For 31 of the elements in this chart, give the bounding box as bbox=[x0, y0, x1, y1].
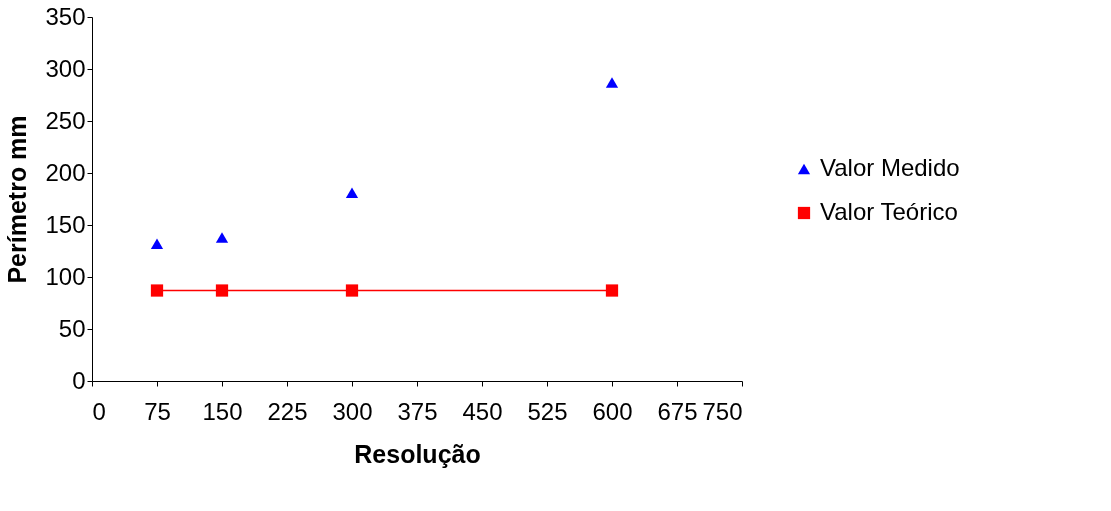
point bbox=[150, 238, 164, 250]
point bbox=[215, 284, 229, 297]
x-tick-label: 225 bbox=[267, 397, 308, 425]
x-tick-label: 450 bbox=[462, 397, 503, 425]
point bbox=[345, 284, 359, 297]
x-tick-label: 75 bbox=[144, 397, 171, 425]
x-tick-label: 750 bbox=[702, 397, 743, 425]
y-tick-label: 250 bbox=[45, 106, 86, 134]
y-tick-label: 0 bbox=[72, 366, 86, 394]
y-axis-title: Perímetro mm bbox=[3, 115, 32, 284]
point bbox=[150, 284, 164, 297]
x-tick-label: 150 bbox=[202, 397, 243, 425]
x-tick-label: 600 bbox=[592, 397, 633, 425]
x-tick-label: 0 bbox=[92, 397, 106, 425]
point bbox=[605, 284, 619, 297]
y-tick-label: 350 bbox=[45, 2, 86, 30]
point bbox=[215, 232, 229, 243]
x-tick-label: 300 bbox=[332, 397, 373, 425]
point bbox=[605, 77, 619, 88]
y-tick-label: 50 bbox=[58, 314, 86, 342]
x-tick-label: 525 bbox=[527, 397, 568, 425]
y-tick-label: 100 bbox=[45, 262, 86, 290]
legend-label: Valor Teórico bbox=[820, 198, 958, 225]
x-axis-title: Resolução bbox=[354, 439, 481, 468]
x-tick-label: 675 bbox=[657, 397, 698, 425]
y-tick-label: 200 bbox=[45, 158, 86, 186]
x-tick-label: 375 bbox=[397, 397, 438, 425]
point bbox=[345, 187, 359, 199]
y-tick-label: 300 bbox=[45, 54, 86, 82]
y-tick-label: 150 bbox=[45, 210, 86, 238]
legend-label: Valor Medido bbox=[820, 154, 960, 181]
